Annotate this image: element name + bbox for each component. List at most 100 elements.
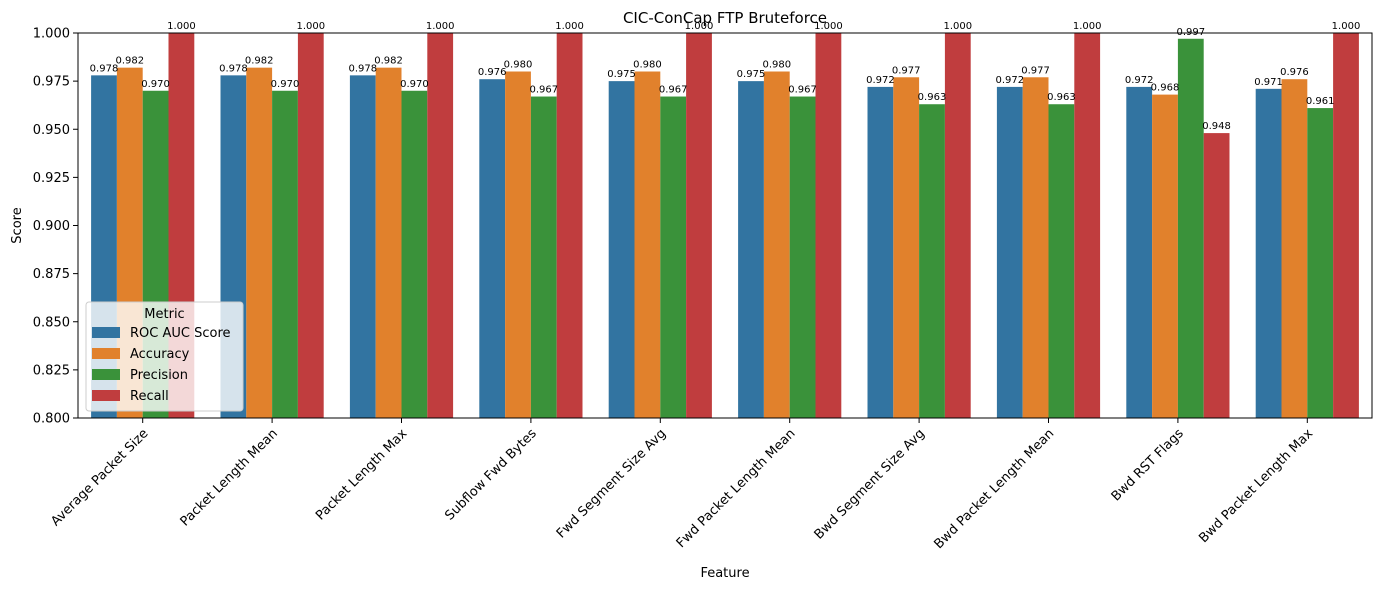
bar-accuracy-8 <box>1152 94 1178 418</box>
y-tick-label: 0.875 <box>33 267 70 282</box>
bar-roc-auc-score-3 <box>479 79 506 418</box>
x-tick-label: Average Packet Size <box>48 426 151 529</box>
bar-accuracy-1 <box>246 67 273 419</box>
data-label: 0.975 <box>607 69 636 80</box>
bar-precision-1 <box>272 90 298 418</box>
data-label: 1.000 <box>814 21 843 32</box>
y-axis: 0.800 0.825 0.850 0.875 0.900 0.925 0.950 0.975… <box>33 27 78 427</box>
bar-precision-6 <box>919 104 945 418</box>
bar-precision-7 <box>1048 104 1075 418</box>
x-axis-label: Feature <box>700 566 749 581</box>
bar-recall-6 <box>944 33 971 418</box>
y-tick-label: 0.900 <box>33 219 70 234</box>
data-label: 0.970 <box>271 79 300 90</box>
bar-precision-4 <box>660 96 687 418</box>
data-label: 0.972 <box>1125 75 1154 86</box>
data-label: 0.980 <box>762 60 791 71</box>
y-tick-label: 0.950 <box>33 123 70 138</box>
x-axis: Average Packet Size Packet Length Mean Pac… <box>48 418 1316 552</box>
bar-recall-7 <box>1074 33 1101 418</box>
x-tick-label: Bwd Segment Size Avg <box>812 426 928 542</box>
y-tick-label: 0.825 <box>33 363 70 378</box>
data-label: 0.978 <box>348 63 377 74</box>
bar-accuracy-9 <box>1281 79 1308 418</box>
data-label: 0.970 <box>400 79 429 90</box>
bar-roc-auc-score-5 <box>738 81 764 418</box>
data-label: 0.982 <box>115 56 144 67</box>
data-label: 0.975 <box>737 69 766 80</box>
chart-title: CIC-ConCap FTP Bruteforce <box>623 9 827 27</box>
bar-roc-auc-score-9 <box>1255 88 1282 418</box>
data-label: 0.963 <box>918 92 947 103</box>
data-label: 0.978 <box>90 63 119 74</box>
data-label: 0.961 <box>1306 96 1335 107</box>
legend-entry: Precision <box>130 368 188 383</box>
bar-accuracy-7 <box>1022 77 1049 418</box>
bar-recall-1 <box>297 33 324 418</box>
legend-entry: Accuracy <box>130 347 190 362</box>
data-label: 0.978 <box>219 63 248 74</box>
data-label: 0.963 <box>1047 92 1076 103</box>
bar-recall-4 <box>686 33 712 418</box>
bar-accuracy-6 <box>893 77 920 418</box>
bar-accuracy-2 <box>375 67 402 419</box>
data-label: 0.970 <box>141 79 170 90</box>
bar-recall-9 <box>1333 33 1359 418</box>
bar-roc-auc-score-2 <box>349 75 376 418</box>
bar-accuracy-3 <box>505 71 531 418</box>
data-label: 1.000 <box>555 21 584 32</box>
data-label: 1.000 <box>296 21 325 32</box>
legend-swatch <box>92 369 120 380</box>
legend-title: Metric <box>144 307 184 322</box>
data-label: 0.967 <box>788 85 817 96</box>
bar-accuracy-5 <box>763 71 790 418</box>
data-label: 0.972 <box>866 75 895 86</box>
x-tick-label: Packet Length Max <box>313 426 410 523</box>
bar-precision-2 <box>401 90 428 418</box>
data-labels-layer: 0.9780.9820.9701.0000.9780.9820.9701.000… <box>90 21 1361 132</box>
x-tick-label: Packet Length Mean <box>178 426 281 529</box>
x-tick-label: Bwd Packet Length Max <box>1196 426 1316 546</box>
bar-precision-8 <box>1177 38 1204 419</box>
bar-recall-2 <box>427 33 454 418</box>
data-label: 0.982 <box>374 56 403 67</box>
y-tick-label: 0.800 <box>33 412 70 427</box>
legend-swatch <box>92 327 120 338</box>
data-label: 0.971 <box>1254 77 1283 88</box>
data-label: 0.967 <box>529 85 558 96</box>
data-label: 0.976 <box>478 67 507 78</box>
legend: Metric ROC AUC Score Accuracy Precision Rec… <box>85 301 244 412</box>
legend-entry: Recall <box>130 389 169 404</box>
bar-precision-5 <box>789 96 816 418</box>
data-label: 0.997 <box>1176 27 1205 38</box>
legend-entry: ROC AUC Score <box>130 326 231 341</box>
data-label: 0.977 <box>892 65 921 76</box>
bar-roc-auc-score-8 <box>1126 86 1153 419</box>
data-label: 0.980 <box>504 60 533 71</box>
bar-roc-auc-score-7 <box>996 86 1023 419</box>
data-label: 1.000 <box>685 21 714 32</box>
y-tick-label: 0.850 <box>33 315 70 330</box>
bar-precision-9 <box>1307 108 1334 418</box>
data-label: 1.000 <box>1073 21 1102 32</box>
x-tick-label: Fwd Segment Size Avg <box>554 426 669 541</box>
bar-recall-3 <box>556 33 583 418</box>
data-label: 1.000 <box>167 21 196 32</box>
bar-roc-auc-score-6 <box>867 86 894 419</box>
data-label: 1.000 <box>943 21 972 32</box>
y-tick-label: 0.975 <box>33 75 70 90</box>
legend-box <box>85 301 244 412</box>
bar-accuracy-4 <box>634 71 661 418</box>
y-axis-label: Score <box>10 207 25 243</box>
bar-recall-5 <box>815 33 842 418</box>
bar-precision-3 <box>530 96 557 418</box>
y-tick-label: 0.925 <box>33 171 70 186</box>
bar-roc-auc-score-4 <box>608 81 635 418</box>
data-label: 0.982 <box>245 56 274 67</box>
data-label: 0.968 <box>1151 83 1180 94</box>
x-tick-label: Fwd Packet Length Mean <box>674 426 799 551</box>
data-label: 0.977 <box>1021 65 1050 76</box>
x-tick-label: Subflow Fwd Bytes <box>442 426 539 523</box>
data-label: 0.948 <box>1202 121 1231 132</box>
